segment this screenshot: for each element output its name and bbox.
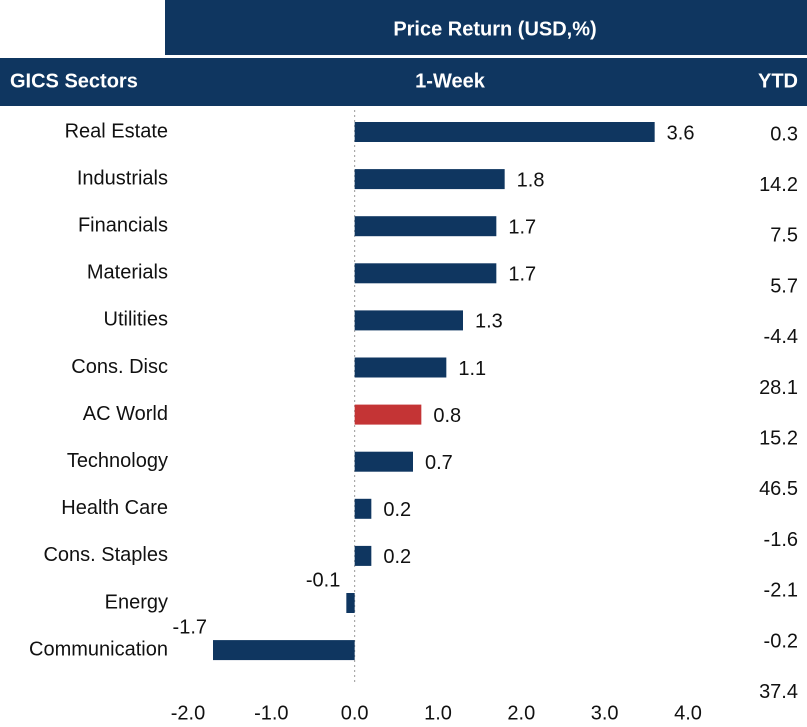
ytd-value: 15.2 bbox=[759, 427, 798, 449]
x-tick-label: 0.0 bbox=[341, 702, 369, 724]
data-label: 0.7 bbox=[425, 452, 453, 474]
column-header: GICS Sectors bbox=[10, 70, 138, 92]
bar bbox=[354, 122, 655, 142]
data-label: 1.7 bbox=[508, 216, 536, 238]
data-label: -0.1 bbox=[306, 569, 340, 591]
bar bbox=[354, 357, 447, 378]
category-label: AC World bbox=[83, 403, 168, 425]
column-header: 1-Week bbox=[415, 70, 486, 92]
ytd-value: 0.3 bbox=[770, 123, 798, 145]
header-band bbox=[165, 0, 807, 55]
x-tick-label: -1.0 bbox=[254, 702, 288, 724]
category-label: Communication bbox=[29, 638, 168, 660]
ytd-value: 14.2 bbox=[759, 174, 798, 196]
data-label: 3.6 bbox=[667, 122, 695, 144]
data-label: 1.1 bbox=[458, 358, 486, 380]
bar bbox=[354, 404, 422, 425]
column-header: YTD bbox=[758, 70, 798, 92]
data-label: -1.7 bbox=[173, 616, 207, 638]
category-label: Materials bbox=[87, 262, 168, 284]
bar bbox=[346, 593, 355, 613]
ytd-value: 28.1 bbox=[759, 377, 798, 399]
bar bbox=[354, 169, 505, 190]
x-tick-label: 2.0 bbox=[507, 702, 535, 724]
bar bbox=[354, 263, 497, 284]
category-label: Technology bbox=[67, 450, 168, 472]
data-label: 1.3 bbox=[475, 311, 503, 333]
ytd-value: 7.5 bbox=[770, 225, 798, 247]
data-label: 0.2 bbox=[383, 546, 411, 568]
ytd-value: -2.1 bbox=[764, 580, 798, 602]
bar bbox=[354, 498, 372, 519]
category-label: Financials bbox=[78, 214, 168, 236]
category-label: Energy bbox=[105, 591, 168, 613]
data-label: 1.7 bbox=[508, 264, 536, 286]
category-label: Real Estate bbox=[65, 120, 168, 142]
bar bbox=[213, 640, 355, 661]
category-label: Cons. Staples bbox=[43, 544, 168, 566]
x-tick-label: 4.0 bbox=[674, 702, 702, 724]
bar bbox=[354, 310, 463, 331]
chart-title: Price Return (USD,%) bbox=[393, 18, 596, 40]
ytd-value: 46.5 bbox=[759, 478, 798, 500]
ytd-value: 37.4 bbox=[759, 681, 798, 703]
category-label: Cons. Disc bbox=[71, 356, 168, 378]
bar bbox=[354, 545, 372, 566]
data-label: 0.2 bbox=[383, 499, 411, 521]
ytd-value: -0.2 bbox=[764, 630, 798, 652]
ytd-value: -1.6 bbox=[764, 529, 798, 551]
data-label: 0.8 bbox=[433, 405, 461, 427]
category-label: Health Care bbox=[61, 497, 168, 519]
category-label: Utilities bbox=[104, 309, 168, 331]
data-label: 1.8 bbox=[517, 169, 545, 191]
bar bbox=[354, 451, 413, 472]
header-band bbox=[0, 58, 807, 106]
category-label: Industrials bbox=[77, 167, 168, 189]
x-tick-label: 3.0 bbox=[591, 702, 619, 724]
x-tick-label: -2.0 bbox=[171, 702, 205, 724]
bar bbox=[354, 216, 497, 237]
ytd-value: 5.7 bbox=[770, 275, 798, 297]
x-tick-label: 1.0 bbox=[424, 702, 452, 724]
ytd-value: -4.4 bbox=[764, 326, 798, 348]
